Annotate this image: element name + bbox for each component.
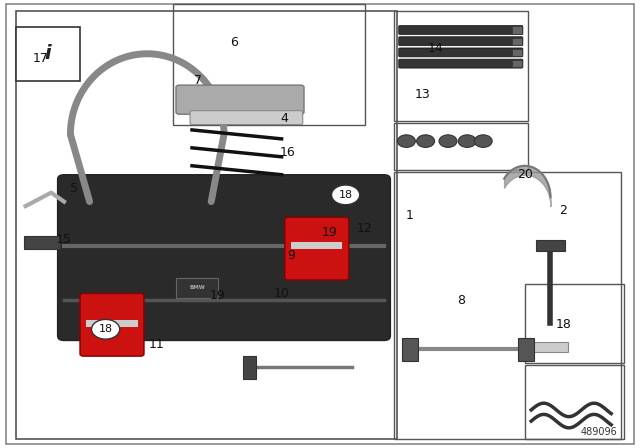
Text: 19: 19 <box>322 226 337 240</box>
Bar <box>512 26 522 34</box>
Text: 20: 20 <box>517 168 532 181</box>
Bar <box>291 242 342 249</box>
Bar <box>525 284 624 363</box>
Text: BMW: BMW <box>189 285 205 290</box>
Text: 19: 19 <box>210 289 225 302</box>
Circle shape <box>92 319 120 339</box>
Bar <box>394 11 528 121</box>
Text: i: i <box>45 44 51 63</box>
FancyBboxPatch shape <box>399 48 523 57</box>
Circle shape <box>332 185 360 205</box>
Text: 18: 18 <box>339 190 353 200</box>
Bar <box>518 338 534 361</box>
Bar <box>176 278 218 298</box>
Bar <box>16 11 397 439</box>
Text: 11: 11 <box>149 338 164 352</box>
Bar <box>530 342 568 352</box>
Text: 13: 13 <box>415 87 430 101</box>
Text: 10: 10 <box>274 287 289 300</box>
Text: 489096: 489096 <box>581 427 618 437</box>
Text: 17: 17 <box>33 52 48 65</box>
Circle shape <box>417 135 435 147</box>
Bar <box>394 123 528 170</box>
Text: 18: 18 <box>99 324 113 334</box>
Text: 2: 2 <box>559 204 567 217</box>
Circle shape <box>397 135 415 147</box>
FancyBboxPatch shape <box>80 293 144 356</box>
Bar <box>86 320 138 327</box>
Bar <box>24 236 60 249</box>
Text: 16: 16 <box>280 146 296 159</box>
FancyBboxPatch shape <box>399 26 523 34</box>
Bar <box>16 27 80 81</box>
Bar <box>173 4 365 125</box>
Text: 12: 12 <box>357 222 372 235</box>
Bar <box>394 172 621 439</box>
Bar <box>512 38 522 45</box>
Bar <box>243 356 256 379</box>
FancyBboxPatch shape <box>176 85 304 114</box>
Bar <box>512 60 522 67</box>
Text: 14: 14 <box>428 42 443 55</box>
Bar <box>512 49 522 56</box>
Text: 18: 18 <box>556 318 571 332</box>
Text: 4: 4 <box>281 112 289 125</box>
FancyBboxPatch shape <box>285 217 349 280</box>
FancyBboxPatch shape <box>58 175 390 340</box>
Text: 7: 7 <box>195 74 202 87</box>
Text: 15: 15 <box>56 233 72 246</box>
Text: 9: 9 <box>287 249 295 262</box>
Circle shape <box>474 135 492 147</box>
Bar <box>536 240 565 251</box>
FancyBboxPatch shape <box>190 111 303 125</box>
Circle shape <box>439 135 457 147</box>
Text: 1: 1 <box>406 208 413 222</box>
Text: 5: 5 <box>70 181 77 195</box>
Bar <box>402 338 418 361</box>
Text: 6: 6 <box>230 36 237 49</box>
FancyBboxPatch shape <box>399 59 523 68</box>
Bar <box>525 365 624 439</box>
Text: 8: 8 <box>457 293 465 307</box>
FancyBboxPatch shape <box>399 37 523 46</box>
Circle shape <box>458 135 476 147</box>
